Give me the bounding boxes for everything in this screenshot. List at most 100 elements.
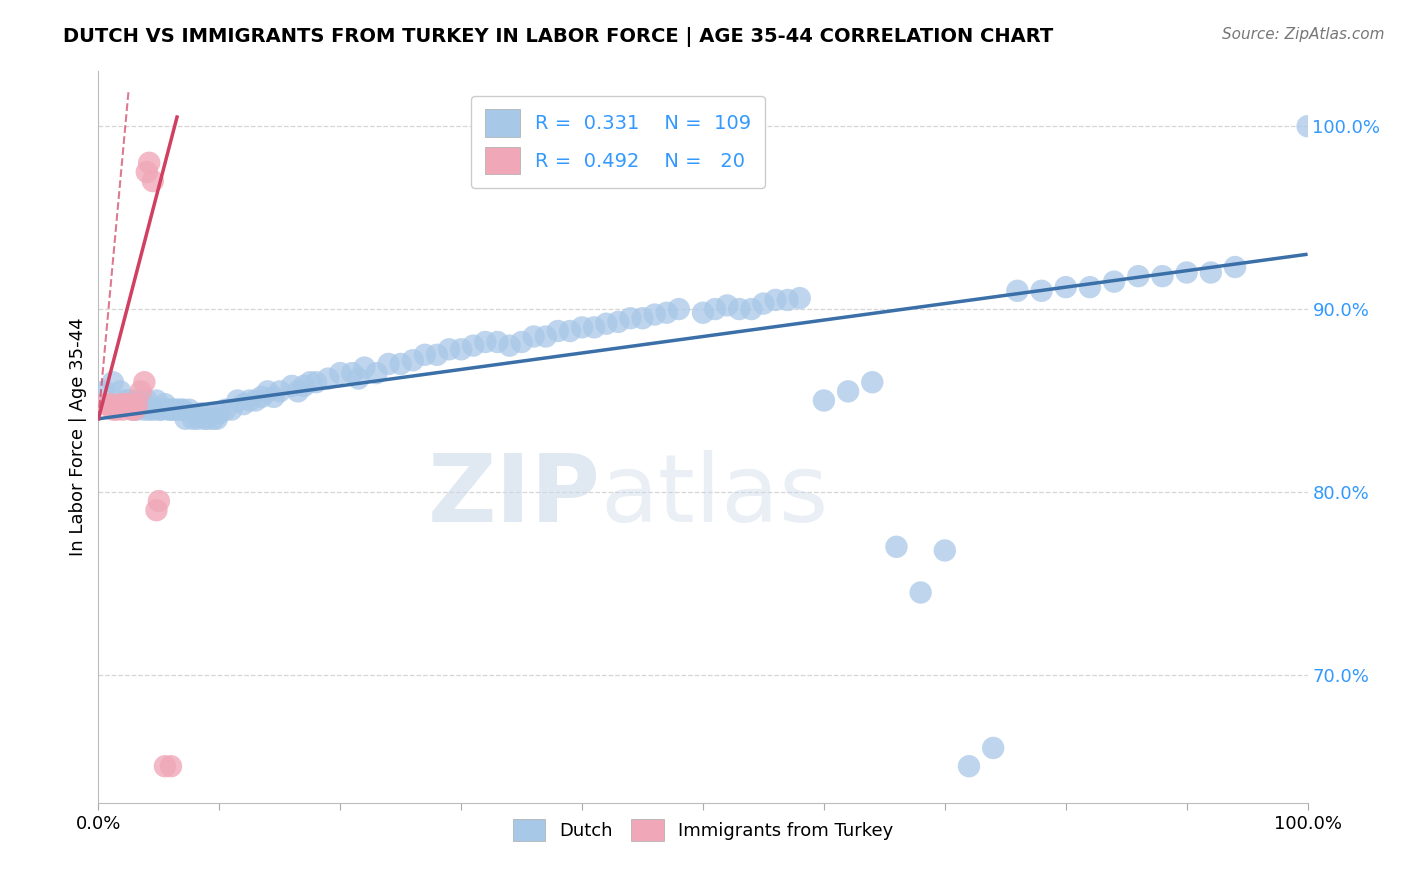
Point: [134, 402, 156, 417]
Point: [292, 379, 315, 393]
Point: [93, 384, 115, 399]
Point: [127, 402, 149, 417]
Point: [190, 406, 212, 420]
Point: [366, 366, 388, 380]
Point: [486, 334, 509, 349]
Point: [619, 311, 641, 326]
Point: [101, 402, 124, 417]
Point: [129, 384, 152, 399]
Point: [299, 375, 322, 389]
Point: [558, 324, 581, 338]
Point: [118, 393, 141, 408]
Point: [934, 543, 956, 558]
Point: [1199, 265, 1222, 279]
Point: [93, 397, 115, 411]
Point: [547, 324, 569, 338]
Point: [142, 402, 165, 417]
Point: [728, 301, 751, 316]
Point: [124, 393, 146, 408]
Point: [166, 402, 188, 417]
Point: [194, 411, 217, 425]
Point: [150, 402, 173, 417]
Point: [174, 411, 197, 425]
Point: [668, 301, 690, 316]
Point: [789, 291, 811, 305]
Point: [100, 397, 122, 411]
Point: [145, 393, 167, 408]
Point: [316, 371, 339, 385]
Point: [389, 357, 412, 371]
Point: [214, 402, 236, 417]
Point: [1223, 260, 1246, 274]
Point: [153, 397, 176, 411]
Y-axis label: In Labor Force | Age 35-44: In Labor Force | Age 35-44: [69, 318, 87, 557]
Point: [148, 402, 170, 417]
Point: [157, 402, 180, 417]
Point: [114, 393, 136, 408]
Point: [644, 308, 666, 322]
Text: Source: ZipAtlas.com: Source: ZipAtlas.com: [1222, 27, 1385, 42]
Point: [121, 402, 143, 417]
Point: [226, 393, 249, 408]
Point: [1007, 284, 1029, 298]
Point: [184, 408, 207, 422]
Point: [108, 397, 131, 411]
Point: [910, 585, 932, 599]
Point: [981, 740, 1004, 755]
Point: [1102, 275, 1125, 289]
Point: [437, 343, 460, 357]
Point: [198, 408, 221, 422]
Point: [160, 759, 183, 773]
Point: [342, 366, 364, 380]
Text: ZIP: ZIP: [427, 450, 600, 541]
Point: [208, 406, 231, 420]
Point: [287, 384, 309, 399]
Point: [752, 296, 775, 310]
Point: [202, 411, 225, 425]
Point: [138, 155, 160, 169]
Point: [169, 402, 191, 417]
Point: [239, 393, 262, 408]
Point: [583, 320, 606, 334]
Point: [250, 390, 273, 404]
Point: [692, 306, 714, 320]
Point: [232, 397, 254, 411]
Legend: Dutch, Immigrants from Turkey: Dutch, Immigrants from Turkey: [505, 812, 901, 848]
Point: [142, 174, 165, 188]
Point: [740, 301, 762, 316]
Point: [101, 375, 124, 389]
Point: [413, 348, 436, 362]
Point: [450, 343, 472, 357]
Point: [305, 375, 328, 389]
Point: [114, 397, 136, 411]
Point: [704, 301, 727, 316]
Point: [474, 334, 496, 349]
Point: [105, 402, 128, 417]
Point: [245, 393, 267, 408]
Point: [353, 360, 375, 375]
Text: atlas: atlas: [600, 450, 828, 541]
Point: [813, 393, 835, 408]
Point: [221, 402, 243, 417]
Point: [205, 411, 228, 425]
Point: [111, 402, 134, 417]
Point: [776, 293, 799, 307]
Point: [426, 348, 449, 362]
Point: [534, 329, 557, 343]
Point: [134, 375, 156, 389]
Point: [860, 375, 883, 389]
Point: [631, 311, 654, 326]
Point: [172, 402, 194, 417]
Point: [263, 390, 285, 404]
Point: [129, 393, 152, 408]
Point: [256, 384, 278, 399]
Point: [138, 402, 160, 417]
Point: [1031, 284, 1053, 298]
Point: [765, 293, 787, 307]
Point: [1054, 280, 1077, 294]
Point: [402, 353, 425, 368]
Point: [957, 759, 980, 773]
Point: [347, 371, 370, 385]
Point: [160, 402, 183, 417]
Point: [837, 384, 859, 399]
